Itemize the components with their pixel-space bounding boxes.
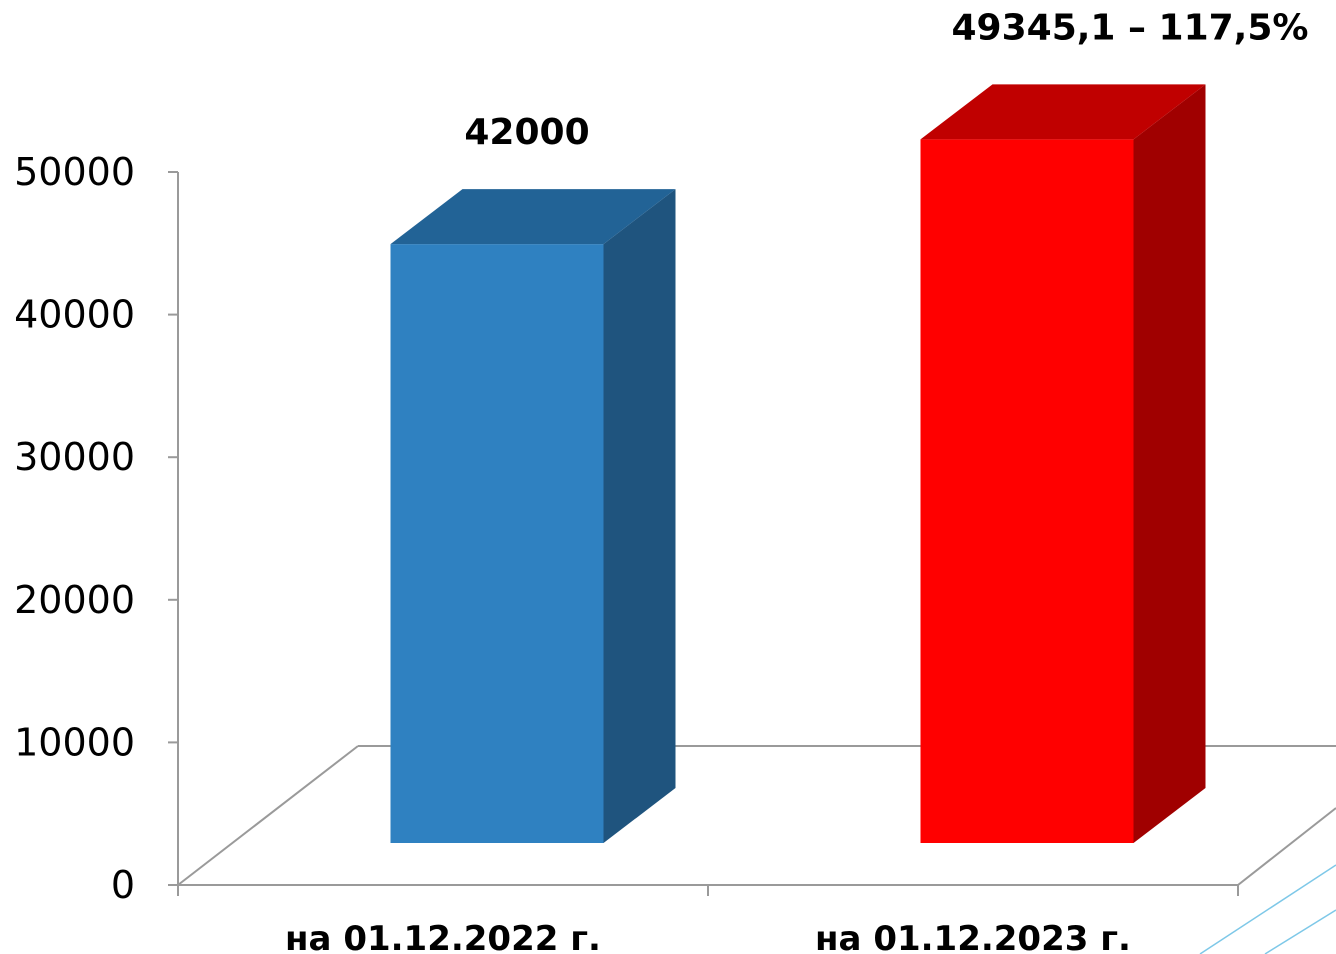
floor-left-edge — [177, 745, 359, 886]
data-label-2: 49345,1 – 117,5% — [952, 7, 1309, 48]
y-tick-label: 10000 — [14, 720, 135, 764]
bars-group — [390, 84, 1206, 844]
bar-side-face — [603, 189, 676, 843]
y-axis-ticks: 0 10000 20000 30000 40000 50000 — [14, 150, 178, 907]
data-label-1: 42000 — [464, 112, 589, 153]
category-labels-group: на 01.12.2022 г. на 01.12.2023 г. — [285, 919, 1131, 954]
category-label-2: на 01.12.2023 г. — [815, 919, 1131, 954]
category-label-1: на 01.12.2022 г. — [285, 919, 601, 954]
y-tick-label: 0 — [111, 863, 135, 907]
y-tick-label: 50000 — [14, 150, 135, 194]
bar-side-face — [1133, 84, 1206, 844]
bar-1 — [390, 189, 676, 843]
decorative-accent-lines — [1199, 864, 1336, 954]
floor-right-edge — [1237, 807, 1336, 886]
bar-front-face — [390, 244, 604, 843]
data-labels-group: 42000 49345,1 – 117,5% — [464, 7, 1308, 153]
bar-2 — [920, 84, 1206, 844]
bar-top-face — [390, 189, 676, 245]
bar-front-face — [920, 139, 1134, 843]
accent-line-1 — [1199, 864, 1336, 954]
accent-line-2 — [1264, 909, 1336, 954]
y-tick-label: 40000 — [14, 293, 135, 337]
y-tick-label: 30000 — [14, 435, 135, 479]
y-tick-label: 20000 — [14, 578, 135, 622]
bar-top-face — [920, 84, 1206, 140]
